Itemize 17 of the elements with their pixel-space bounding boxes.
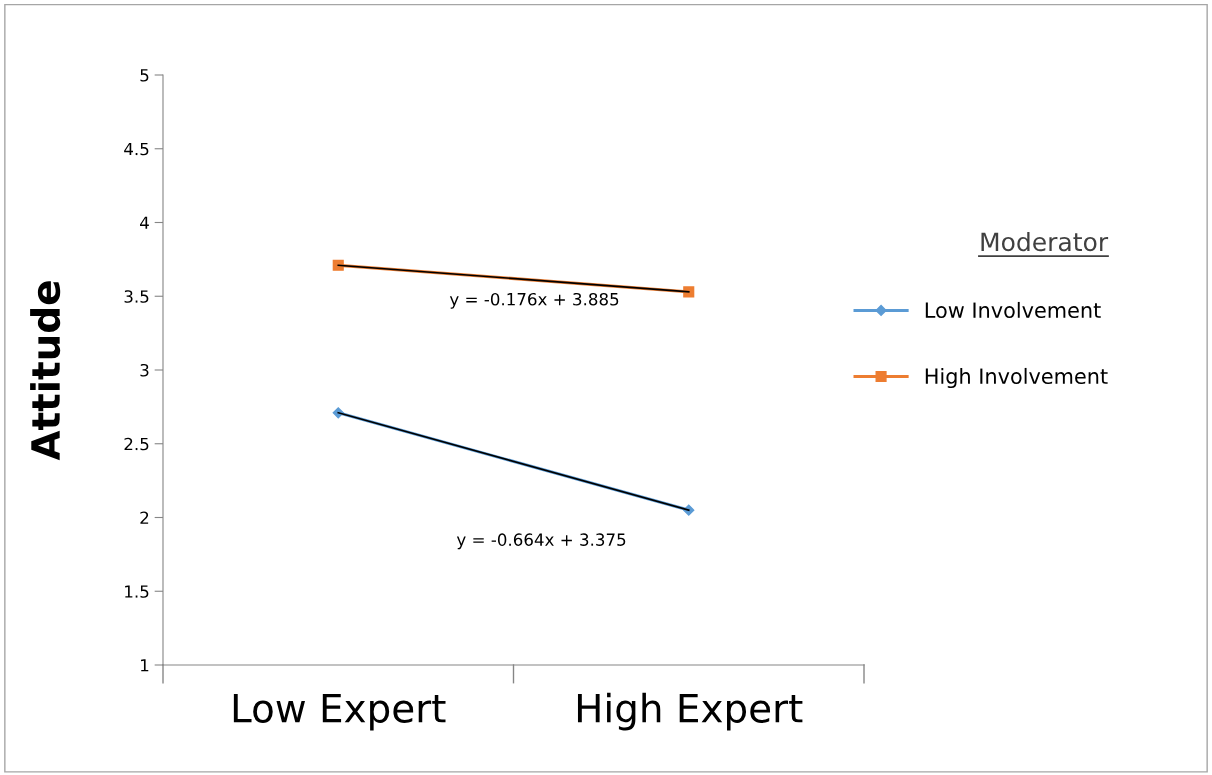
legend-label: Low Involvement	[925, 301, 1101, 319]
y-tick-label: 4	[140, 216, 149, 229]
annotation: y = -0.176x + 3.885	[449, 292, 619, 309]
y-tick-label: 4.5	[124, 142, 149, 156]
y-tick-label: 2	[140, 511, 149, 524]
x-tick-label: High Expert	[577, 692, 803, 731]
y-tick-label: 5	[140, 69, 149, 82]
x-tick-label: Low Expert	[233, 693, 446, 731]
legend-title: Moderator	[981, 231, 1109, 252]
y-axis-title: Attitude	[30, 281, 61, 461]
y-tick-label: 1	[141, 659, 149, 672]
y-tick-label: 1.5	[125, 585, 149, 598]
legend-label: High Involvement	[925, 367, 1108, 389]
y-tick-label: 2.5	[124, 437, 149, 451]
y-tick-label: 3.5	[124, 290, 149, 303]
y-tick-label: 3	[140, 363, 149, 377]
annotation: y = -0.664x + 3.375	[456, 533, 626, 550]
